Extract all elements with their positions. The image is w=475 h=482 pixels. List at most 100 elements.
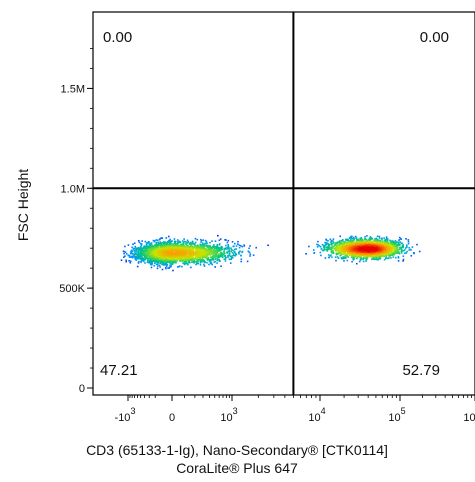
event-dot xyxy=(150,250,152,252)
event-dot xyxy=(161,263,163,266)
event-dot xyxy=(358,260,361,263)
event-dot xyxy=(168,243,171,245)
event-dot xyxy=(201,248,203,251)
event-dot xyxy=(162,249,165,252)
event-dot xyxy=(407,240,410,243)
event-dot xyxy=(182,244,184,247)
event-dot xyxy=(183,247,185,250)
event-dot xyxy=(152,247,154,249)
event-dot xyxy=(141,255,143,258)
event-dot xyxy=(173,256,175,258)
event-dot xyxy=(381,240,384,242)
event-dot xyxy=(349,243,351,245)
event-dot xyxy=(140,259,143,262)
event-dot xyxy=(353,243,356,245)
event-dot xyxy=(393,247,395,250)
event-dot xyxy=(130,255,133,258)
event-dot xyxy=(366,253,368,255)
event-dot xyxy=(350,253,352,256)
event-dot xyxy=(376,253,378,255)
event-dot xyxy=(205,250,207,253)
event-dot xyxy=(382,250,385,253)
event-dot xyxy=(147,242,149,244)
event-dot xyxy=(223,255,226,257)
event-dot xyxy=(151,261,153,264)
event-dot xyxy=(162,261,164,263)
event-dot xyxy=(231,251,234,254)
event-dot xyxy=(171,253,174,256)
event-dot xyxy=(187,241,189,243)
event-dot xyxy=(402,258,405,261)
event-dot xyxy=(390,247,392,250)
event-dot xyxy=(201,260,203,263)
event-dot xyxy=(398,246,401,249)
event-dot xyxy=(195,263,197,266)
event-dot xyxy=(186,255,188,258)
event-dot xyxy=(193,252,195,255)
event-dot xyxy=(362,260,365,263)
event-dot xyxy=(184,250,186,253)
event-dot xyxy=(397,249,399,251)
event-dot xyxy=(319,251,322,254)
event-dot xyxy=(365,238,368,241)
event-dot xyxy=(390,242,392,244)
event-dot xyxy=(223,251,225,253)
event-dot xyxy=(330,250,333,252)
event-dot xyxy=(367,253,370,255)
event-dot xyxy=(355,239,358,241)
event-dot xyxy=(386,241,389,244)
event-dot xyxy=(167,248,169,250)
event-dot xyxy=(131,246,133,249)
event-dot xyxy=(195,245,198,248)
event-dot xyxy=(217,234,219,237)
event-dot xyxy=(345,238,347,241)
event-dot xyxy=(337,241,339,243)
event-dot xyxy=(240,258,243,260)
event-dot xyxy=(173,261,175,263)
event-dot xyxy=(336,241,338,244)
event-dot xyxy=(172,257,174,260)
event-dot xyxy=(227,250,230,252)
event-dot xyxy=(173,252,176,255)
event-dot xyxy=(137,251,140,254)
event-dot xyxy=(217,258,220,261)
event-dot xyxy=(182,260,184,262)
event-dot xyxy=(164,253,166,256)
event-dot xyxy=(218,239,221,242)
event-dot xyxy=(139,257,141,260)
event-dot xyxy=(351,246,353,249)
event-dot xyxy=(218,244,221,246)
event-dot xyxy=(213,254,215,257)
event-dot xyxy=(149,262,152,264)
event-dot xyxy=(128,254,131,257)
event-dot xyxy=(399,241,402,243)
event-dot xyxy=(147,251,150,254)
event-dot xyxy=(202,248,204,251)
event-dot xyxy=(384,240,387,242)
event-dot xyxy=(330,243,332,246)
event-dot xyxy=(368,250,371,252)
event-dot xyxy=(141,256,144,259)
event-dot xyxy=(383,258,386,261)
event-dot xyxy=(351,255,354,257)
event-dot xyxy=(357,239,360,241)
event-dot xyxy=(373,254,375,257)
event-dot xyxy=(140,244,143,247)
event-dot xyxy=(176,239,179,241)
event-dot xyxy=(163,257,166,259)
event-dot xyxy=(376,252,379,254)
quadrant-label-bottom-left: 47.21 xyxy=(100,362,138,379)
event-dot xyxy=(329,238,332,241)
event-dot xyxy=(337,257,340,259)
event-dot xyxy=(248,251,251,254)
event-dot xyxy=(396,250,398,253)
event-dot xyxy=(146,254,148,256)
event-dot xyxy=(179,244,181,247)
event-dot xyxy=(138,255,141,257)
event-dot xyxy=(202,246,205,248)
event-dot xyxy=(138,252,141,254)
event-dot xyxy=(319,246,322,248)
event-dot xyxy=(321,243,324,246)
event-dot xyxy=(340,250,342,253)
event-dot xyxy=(194,241,197,244)
